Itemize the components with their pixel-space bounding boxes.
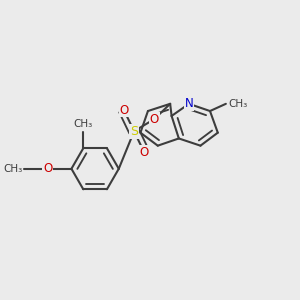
Text: N: N — [184, 97, 193, 110]
Text: O: O — [150, 112, 159, 126]
Text: O: O — [43, 162, 52, 175]
Text: O: O — [119, 104, 129, 117]
Text: CH₃: CH₃ — [74, 119, 93, 129]
Text: S: S — [130, 125, 138, 138]
Text: O: O — [140, 146, 149, 159]
Text: CH₃: CH₃ — [228, 99, 248, 109]
Text: CH₃: CH₃ — [3, 164, 22, 174]
